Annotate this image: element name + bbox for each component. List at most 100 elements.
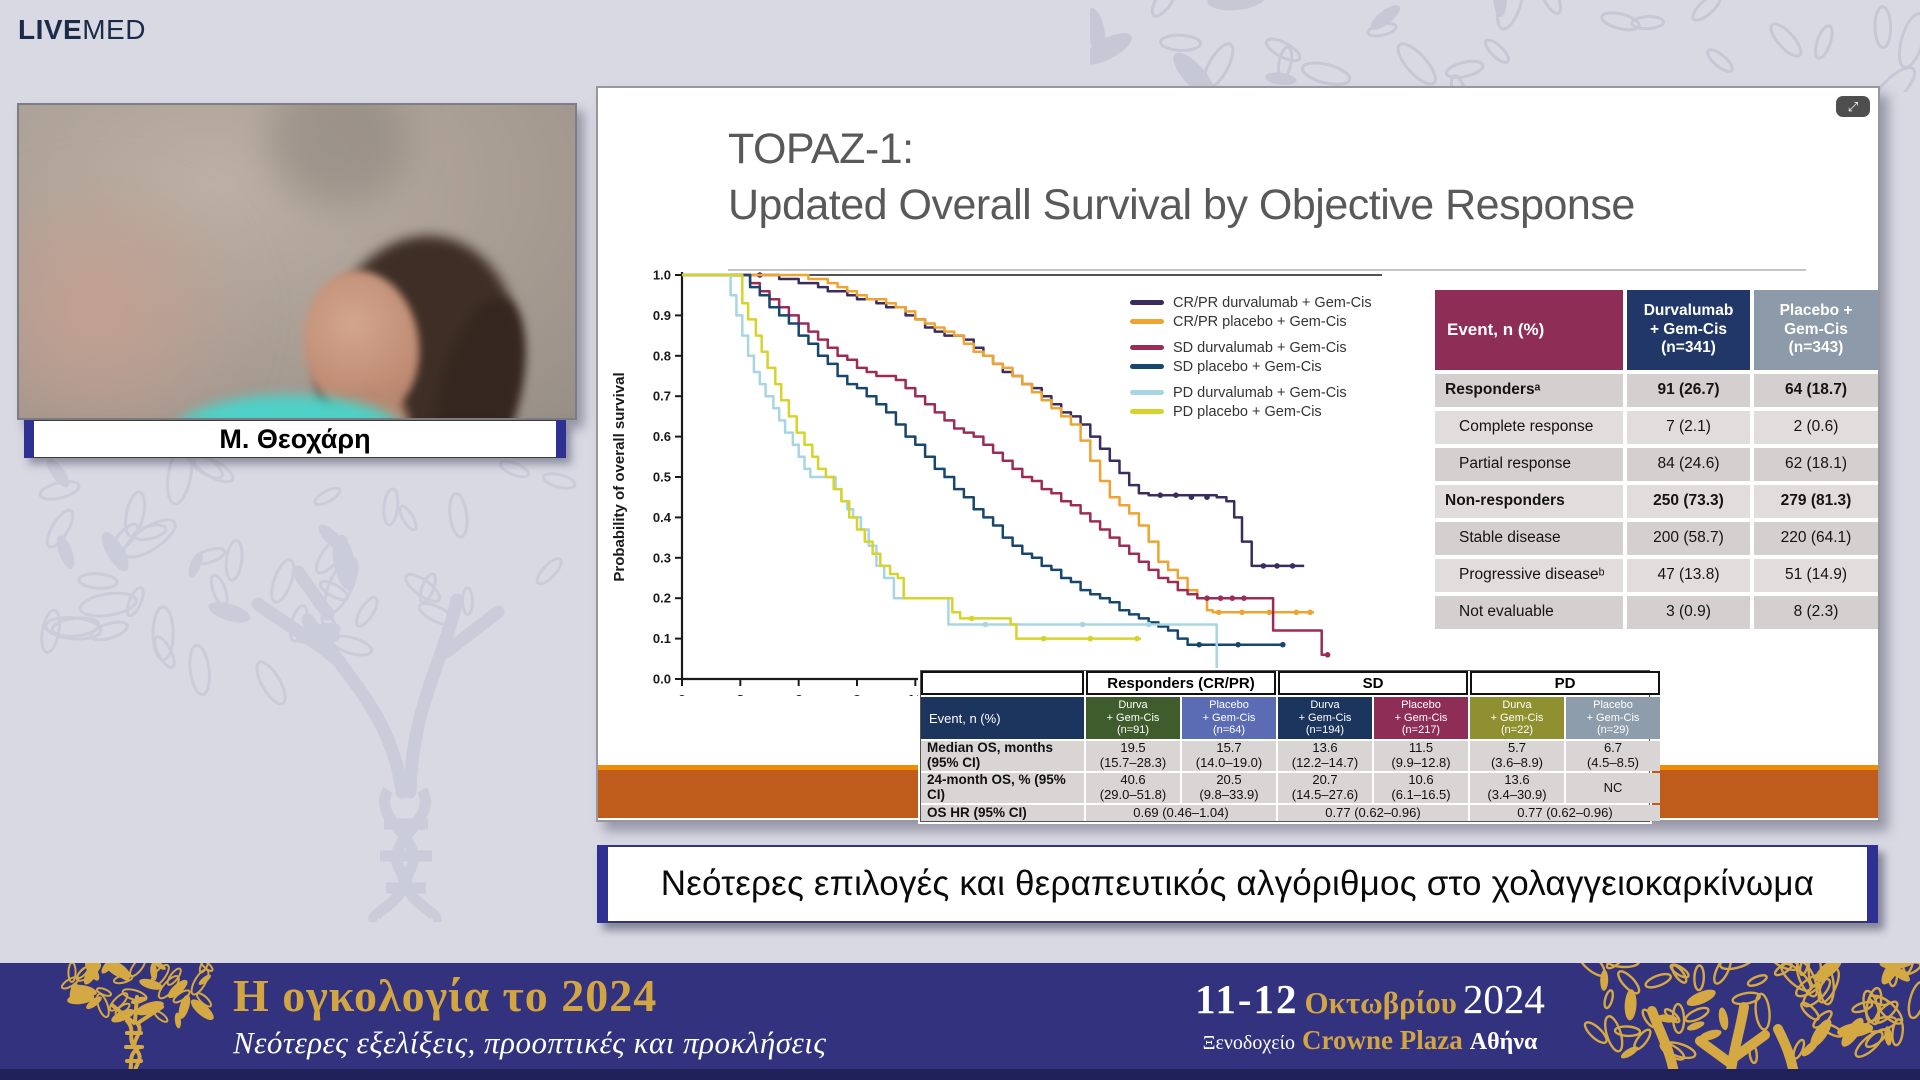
livemed-logo: LIVEMED [18,14,146,46]
slide-title-line1: TOPAZ-1: [728,125,914,173]
censor-mark [1157,492,1164,498]
date-month: Οκτωβρίου [1304,985,1457,1020]
chart-legend: CR/PR durvalumab + Gem-Cis CR/PR placebo … [1130,294,1372,422]
censor-mark [1173,492,1179,498]
censor-mark [1324,652,1331,658]
response-table-cell: 3 (0.9) [1627,596,1750,629]
name-bar-left-cap [24,420,34,458]
date-year: 2024 [1462,976,1545,1022]
censor-mark [1289,563,1296,569]
os-table-group-header: Responders (CR/PR) [1086,671,1276,695]
legend-swatch [1130,345,1164,350]
legend-swatch [1130,390,1164,395]
os-table-column-header: Durva + Gem-Cis (n=194) [1278,697,1372,739]
os-table-cell: 0.77 (0.62–0.96) [1470,805,1660,821]
response-table-cell: 62 (18.1) [1754,448,1878,481]
y-tick-label: 0.4 [653,510,672,525]
censor-mark [1196,641,1202,648]
ghost-tree-watermark [38,452,577,922]
censor-mark [1239,609,1245,616]
x-tick-label: 6 [794,692,802,696]
os-table-cell: 5.7 (3.6–8.9) [1470,741,1564,771]
speaker-name: Μ. Θεοχάρη [34,420,556,458]
censor-mark [1241,595,1247,601]
response-table-cell: 84 (24.6) [1627,448,1750,481]
censor-mark [968,615,975,622]
presentation-slide: ⤢ TOPAZ-1: Updated Overall Survival by O… [596,86,1880,822]
y-axis-label: Probability of overall survival [611,372,628,581]
os-table-row-label: Median OS, months (95% CI) [921,740,1084,771]
censor-mark [1134,635,1140,642]
censor-mark [982,621,989,628]
x-tick-label: 0 [678,692,686,696]
os-table-cell: 0.77 (0.62–0.96) [1278,805,1468,821]
censor-mark [1293,609,1300,616]
speaker-clothing [169,395,409,418]
km-curve [682,273,1330,657]
km-curve [682,273,1285,646]
response-table-cell: Progressive diseaseᵇ [1435,559,1623,592]
censor-mark [1215,609,1222,616]
response-table-cell: 7 (2.1) [1627,411,1750,444]
response-table-cell: 91 (26.7) [1627,374,1750,407]
response-table-cell: 2 (0.6) [1754,411,1878,444]
response-table-cell: Stable disease [1435,522,1623,555]
censor-mark [1204,595,1210,601]
censor-mark [1307,609,1313,616]
dna-tree-logo [60,963,214,1080]
y-tick-label: 1.0 [653,268,671,283]
y-tick-label: 0.5 [653,470,671,485]
conference-title: Η ογκολογία το 2024 [233,970,658,1021]
x-tick-label: 3 [736,692,744,696]
response-table-cell: 51 (14.9) [1754,559,1878,592]
slide-title: TOPAZ-1: Updated Overall Survival by Obj… [728,122,1635,234]
speaker-video [17,103,577,420]
legend-label: PD durvalumab + Gem-Cis [1173,384,1347,401]
video-foreground-blur [19,178,259,418]
response-table-cell: 64 (18.7) [1754,374,1878,407]
response-table-cell: Not evaluable [1435,596,1623,629]
response-table-header: Placebo + Gem-Cis (n=343) [1754,290,1878,370]
lecture-title: Νεότερες επιλογές και θεραπευτικός αλγόρ… [608,845,1867,923]
legend-item: PD durvalumab + Gem-Cis [1130,384,1372,401]
legend-swatch [1130,409,1164,414]
censor-mark [1229,595,1236,601]
legend-swatch [1130,319,1164,324]
y-tick-label: 0.2 [653,591,671,606]
banner-left-cap [597,845,608,923]
logo-bold: LIVE [18,14,83,45]
response-table-cell: Respondersᵃ [1435,374,1623,407]
y-tick-label: 0.8 [653,348,671,363]
os-table-corner [921,671,1084,695]
response-table-cell: 250 (73.3) [1627,485,1750,518]
censor-mark [1079,621,1086,628]
legend-label: SD durvalumab + Gem-Cis [1173,339,1347,356]
name-bar-right-cap [556,420,566,458]
legend-swatch [1130,300,1164,305]
legend-label: SD placebo + Gem-Cis [1173,358,1322,375]
censor-mark [1188,494,1195,500]
response-table-cell: Complete response [1435,411,1623,444]
os-table-cell: 40.6 (29.0–51.8) [1086,773,1180,803]
response-table-cell: Non-responders [1435,485,1623,518]
conference-venue: Ξενοδοχείο Crowne Plaza Αθήνα [1155,1025,1585,1056]
km-curve [682,273,1218,679]
y-tick-label: 0.1 [653,631,671,646]
legend-item: CR/PR placebo + Gem-Cis [1130,313,1372,330]
legend-swatch [1130,364,1164,369]
legend-label: PD placebo + Gem-Cis [1173,403,1322,420]
expand-button[interactable]: ⤢ [1836,96,1870,117]
response-table-cell: 279 (81.3) [1754,485,1878,518]
y-tick-label: 0.7 [653,389,671,404]
censor-mark [1040,635,1047,642]
os-table-cell: 0.69 (0.46–1.04) [1086,805,1276,821]
os-by-response-table: Responders (CR/PR) SD PD Event, n (%) Durva … [920,670,1660,822]
os-table-cell: 11.5 (9.9–12.8) [1374,741,1468,771]
os-table-column-header: Placebo + Gem-Cis (n=217) [1374,697,1468,739]
response-table-cell: Partial response [1435,448,1623,481]
banner-right-cap [1867,845,1878,923]
slide-title-line2: Updated Overall Survival by Objective Re… [728,180,1635,229]
expand-icon: ⤢ [1847,98,1859,114]
os-table-row-label: 24-month OS, % (95% CI) [921,772,1084,803]
